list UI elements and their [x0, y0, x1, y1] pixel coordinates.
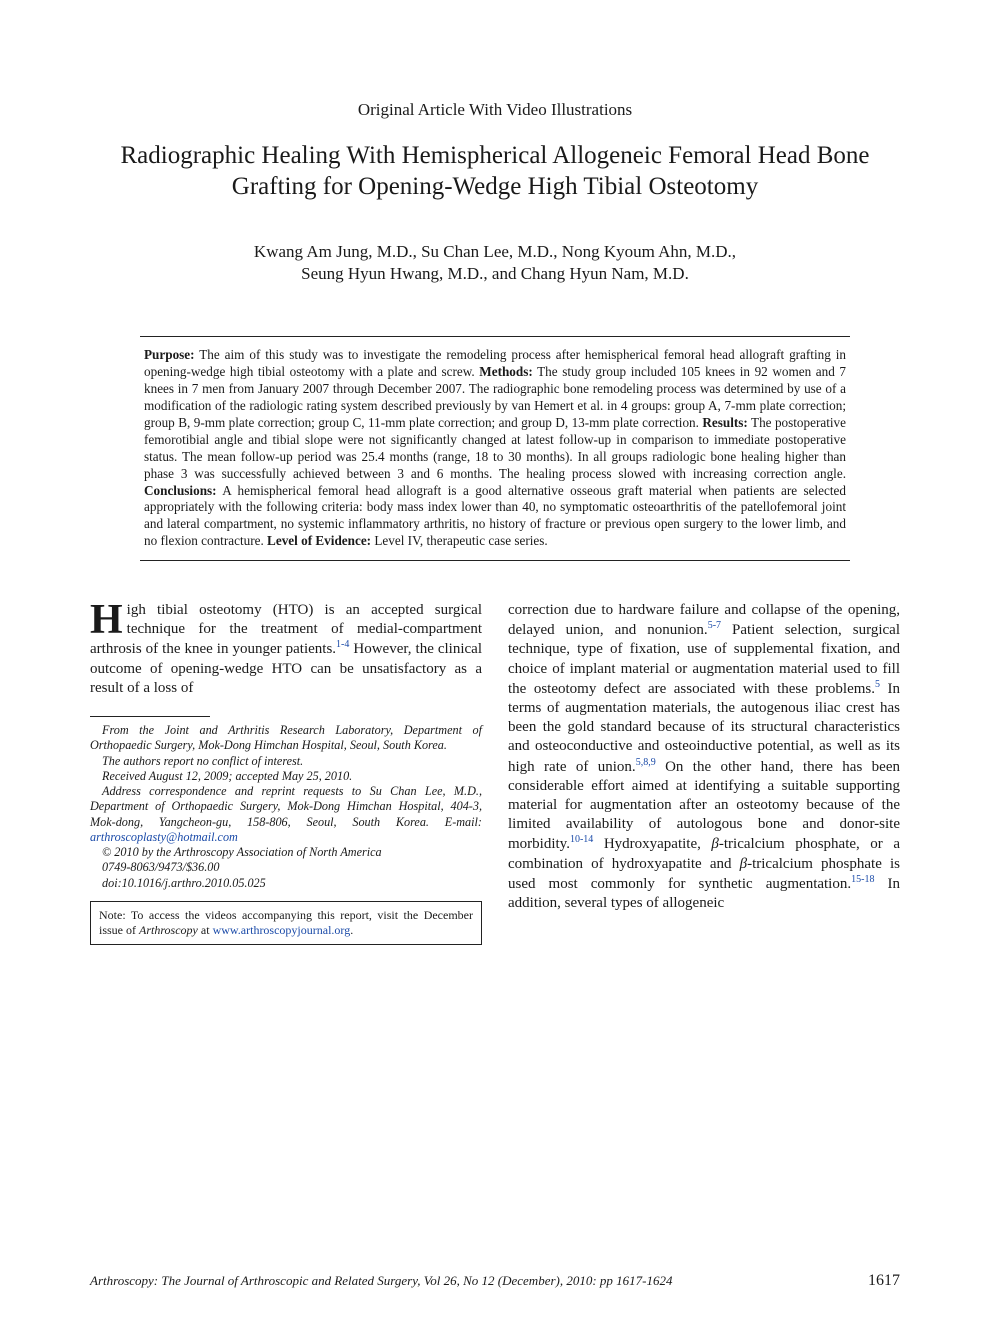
correspondence-email-link[interactable]: arthroscoplasty@hotmail.com — [90, 830, 238, 844]
footnotes-block: From the Joint and Arthritis Research La… — [90, 723, 482, 891]
note-link[interactable]: www.arthroscopyjournal.org — [213, 923, 351, 937]
video-note-box: Note: To access the videos accompanying … — [90, 901, 482, 945]
dropcap: H — [90, 601, 127, 639]
citation-ref[interactable]: 15-18 — [851, 874, 874, 885]
authors-line-1: Kwang Am Jung, M.D., Su Chan Lee, M.D., … — [254, 242, 736, 261]
citation-ref[interactable]: 5,8,9 — [636, 757, 656, 768]
authors-block: Kwang Am Jung, M.D., Su Chan Lee, M.D., … — [90, 241, 900, 287]
abstract-results-label: Results: — [702, 415, 747, 430]
abstract-container: Purpose: The aim of this study was to in… — [140, 336, 850, 561]
footnote-rule — [90, 716, 210, 717]
running-footer: Arthroscopy: The Journal of Arthroscopic… — [90, 1272, 900, 1290]
citation-ref[interactable]: 5-7 — [708, 620, 721, 631]
note-journal: Arthroscopy — [139, 923, 198, 937]
footnote-correspondence: Address correspondence and reprint reque… — [90, 784, 482, 845]
footnote-coi: The authors report no conflict of intere… — [90, 754, 482, 769]
footnote-dates: Received August 12, 2009; accepted May 2… — [90, 769, 482, 784]
abstract-text: Purpose: The aim of this study was to in… — [140, 337, 850, 560]
abstract-methods-label: Methods: — [479, 364, 532, 379]
authors-line-2: Seung Hyun Hwang, M.D., and Chang Hyun N… — [301, 264, 689, 283]
footnote-copyright: © 2010 by the Arthroscopy Association of… — [90, 845, 482, 860]
abstract-purpose-label: Purpose: — [144, 347, 195, 362]
page-number: 1617 — [868, 1272, 900, 1290]
abstract-bottom-rule — [140, 560, 850, 561]
body-text-e: Hydroxyapatite, — [593, 836, 711, 852]
note-post: . — [350, 923, 353, 937]
body-columns: High tibial osteotomy (HTO) is an accept… — [90, 601, 900, 945]
article-title: Radiographic Healing With Hemispherical … — [90, 140, 900, 203]
article-type: Original Article With Video Illustration… — [90, 100, 900, 120]
journal-citation: Arthroscopy: The Journal of Arthroscopic… — [90, 1273, 673, 1289]
footnote-issn: 0749-8063/9473/$36.00 — [90, 860, 482, 875]
intro-paragraph: High tibial osteotomy (HTO) is an accept… — [90, 601, 482, 698]
citation-ref[interactable]: 10-14 — [570, 834, 593, 845]
abstract-loe: Level IV, therapeutic case series. — [371, 533, 548, 548]
note-mid: at — [198, 923, 213, 937]
abstract-conclusions-label: Conclusions: — [144, 483, 217, 498]
abstract-loe-label: Level of Evidence: — [267, 533, 371, 548]
page: Original Article With Video Illustration… — [0, 0, 990, 1320]
column-left: High tibial osteotomy (HTO) is an accept… — [90, 601, 482, 945]
footnote-correspondence-text: Address correspondence and reprint reque… — [90, 784, 482, 829]
footnote-doi: doi:10.1016/j.arthro.2010.05.025 — [90, 876, 482, 891]
greek-beta: β — [740, 856, 747, 872]
greek-beta: β — [711, 836, 718, 852]
citation-ref[interactable]: 1-4 — [336, 639, 349, 650]
body-paragraph: correction due to hardware failure and c… — [508, 601, 900, 913]
column-right: correction due to hardware failure and c… — [508, 601, 900, 945]
footnote-affiliation: From the Joint and Arthritis Research La… — [90, 723, 482, 754]
